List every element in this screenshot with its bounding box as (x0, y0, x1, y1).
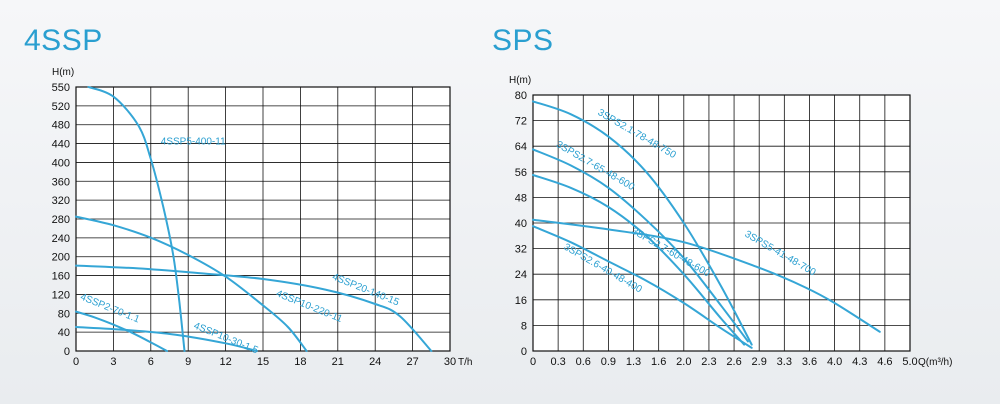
y-tick-label: 520 (52, 101, 70, 113)
series-line-3sps2_1-78-48-750 (532, 100, 753, 346)
x-tick-label: 4.3 (852, 356, 867, 368)
y-tick-label: 80 (515, 90, 527, 102)
x-axis-label: Q(m³/h) (918, 357, 952, 368)
x-tick-label: 0 (530, 356, 536, 368)
series-line-3sps2_7-65-48-600 (532, 148, 749, 343)
series-line-4ssp10-30-1_5 (75, 326, 258, 352)
y-tick-label: 32 (515, 244, 527, 256)
y-tick-label: 40 (515, 218, 527, 230)
chart-4ssp: 0 3 6 9 12 15 18 21 24 27 30 0 40 80 120 160 200 240 280 32… (52, 67, 473, 368)
series-label: 4SSP5-400-11 (161, 137, 226, 148)
x-tick-label: 4.0 (827, 356, 842, 368)
x-tick-label: 0 (73, 356, 79, 368)
y-tick-label: 240 (52, 233, 70, 245)
x-tick-label: 3.6 (802, 356, 817, 368)
y-tick-label: 0 (64, 346, 70, 358)
series-line-3sps5-41-48-700 (532, 218, 881, 333)
x-tick-label: 4.6 (877, 356, 892, 368)
x-tick-label: 27 (406, 356, 418, 368)
y-tick-label: 160 (52, 271, 70, 283)
series-line-4ssp5-400-11 (87, 86, 186, 352)
x-tick-label: 18 (294, 356, 306, 368)
x-tick-label: 12 (219, 356, 231, 368)
y-tick-label: 550 (52, 82, 70, 94)
x-tick-label: 0.3 (550, 356, 565, 368)
y-tick-label: 48 (515, 192, 527, 204)
x-tick-label: 0.6 (576, 356, 591, 368)
x-tick-label: 2.6 (726, 356, 741, 368)
y-tick-label: 80 (58, 308, 70, 320)
y-tick-label: 200 (52, 252, 70, 264)
x-tick-label: 0.9 (601, 356, 616, 368)
x-tick-label: 3.3 (777, 356, 792, 368)
x-tick-label: 9 (185, 356, 191, 368)
y-tick-label: 64 (515, 141, 527, 153)
y-tick-label: 480 (52, 120, 70, 132)
x-tick-label: 3 (110, 356, 116, 368)
y-tick-label: 72 (515, 116, 527, 128)
x-tick-label: 1.3 (626, 356, 641, 368)
chart-title-sps: SPS (492, 24, 554, 57)
y-tick-label: 280 (52, 214, 70, 226)
y-tick-label: 0 (521, 346, 527, 358)
y-tick-label: 360 (52, 176, 70, 188)
x-tick-label: 5.0 (902, 356, 917, 368)
x-tick-label: 6 (148, 356, 154, 368)
series-line-3sps2_6-40-48-400 (532, 225, 753, 349)
x-tick-label: 21 (332, 356, 344, 368)
x-tick-label: 30 (444, 356, 456, 368)
series-line-4ssp20-140-15 (75, 264, 433, 352)
y-axis-label: H(m) (52, 67, 74, 78)
y-tick-label: 440 (52, 139, 70, 151)
x-tick-label: 1.6 (651, 356, 666, 368)
y-tick-label: 16 (515, 295, 527, 307)
x-tick-label: 2.3 (701, 356, 716, 368)
x-axis-label: T/h (458, 357, 472, 368)
y-tick-label: 320 (52, 195, 70, 207)
y-tick-label: 56 (515, 167, 527, 179)
y-tick-label: 8 (521, 320, 527, 332)
chart-sps: 0 0.3 0.6 0.9 1.3 1.6 2.0 2.3 2.6 2.9 3.3 3.6 4.0 4.3… (509, 75, 952, 368)
x-tick-label: 2.9 (752, 356, 767, 368)
y-tick-label: 400 (52, 157, 70, 169)
x-tick-label: 24 (369, 356, 381, 368)
y-tick-label: 40 (58, 327, 70, 339)
x-tick-label: 15 (257, 356, 269, 368)
y-tick-label: 24 (515, 269, 527, 281)
y-tick-label: 120 (52, 289, 70, 301)
x-tick-label: 2.0 (676, 356, 691, 368)
series-line-4ssp2-70-1_1 (75, 310, 168, 352)
series-line-4ssp10-220-11 (75, 215, 308, 352)
chart-title-4ssp: 4SSP (24, 24, 103, 57)
y-axis-label: H(m) (509, 75, 531, 86)
